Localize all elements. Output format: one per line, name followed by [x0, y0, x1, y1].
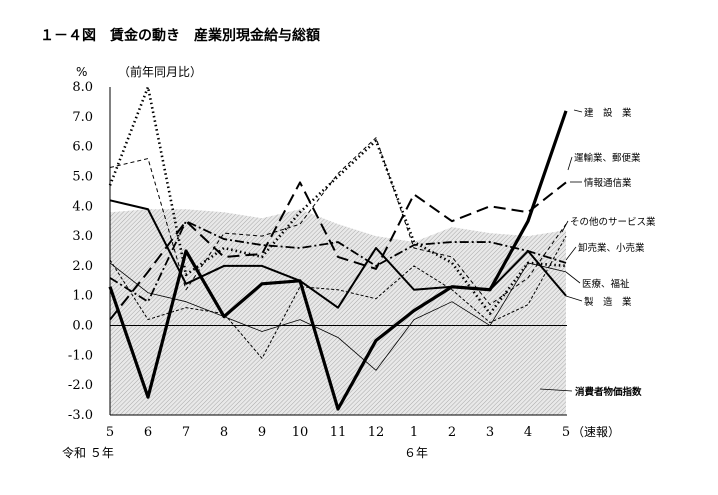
- series-line-4: [109, 220, 567, 303]
- series-labels: 建 設 業運輸業、郵便業情報通信業その他のサービス業卸売業、小売業医療、福祉製 …: [539, 107, 656, 398]
- cpi-band: [110, 209, 566, 415]
- x-tick-label: 11: [330, 425, 347, 440]
- x-tick-label: 8: [220, 425, 228, 440]
- axes: [109, 87, 567, 416]
- y-tick-label: 2.0: [72, 259, 93, 274]
- y-tick-label: -2.0: [68, 378, 93, 393]
- series-label: 建 設 業: [584, 107, 632, 119]
- series-lines: [108, 85, 568, 411]
- y-tick-label: 1.0: [72, 289, 93, 304]
- era-label-r5: 令和 ５年: [62, 445, 114, 460]
- series-leader-line: [565, 271, 581, 284]
- y-axis-label: （前年同月比）: [118, 64, 202, 79]
- cpi-leader-line: [539, 388, 573, 392]
- y-tick-label: 4.0: [72, 199, 93, 214]
- y-tick-label: 6.0: [72, 140, 93, 155]
- series-line-7: [109, 262, 567, 371]
- era-label-r6: ６年: [404, 446, 428, 460]
- y-tick-label: 3.0: [72, 229, 93, 244]
- series-label: その他のサービス業: [570, 216, 656, 228]
- x-tick-label: 10: [292, 425, 309, 440]
- y-tick-label: 0.0: [72, 319, 93, 334]
- series-line-5: [109, 235, 567, 359]
- series-label: 卸売業、小売業: [578, 242, 645, 254]
- series-leader-line: [565, 295, 583, 302]
- series-line-6: [109, 199, 567, 309]
- series-label: 運輸業、郵便業: [574, 152, 641, 164]
- x-tick-label: 2: [448, 425, 456, 440]
- x-tick-label: 3: [486, 425, 494, 440]
- series-leader-line: [573, 109, 583, 113]
- y-tick-label: -3.0: [68, 408, 93, 423]
- x-suffix: （速報）: [572, 425, 620, 439]
- x-tick-label: 9: [258, 425, 266, 440]
- x-tick-label: 5: [106, 425, 114, 440]
- series-line-2: [109, 181, 567, 321]
- series-label: 医療、福祉: [582, 278, 630, 290]
- x-tick-label: 6: [144, 425, 152, 440]
- chart-title: １－４図 賃金の動き 産業別現金給与総額: [40, 27, 320, 44]
- tick-labels: 8.0 7.0 6.0 5.0 4.0 3.0 2.0 1.0 0.0 -1.0 -2.0 -3.0 5…: [68, 80, 570, 440]
- x-tick-label: 5: [562, 425, 570, 440]
- cpi-label: 消費者物価指数: [575, 386, 642, 398]
- series-label: 製 造 業: [584, 296, 632, 308]
- series-leader-line: [565, 246, 577, 261]
- series-leader-line: [567, 156, 573, 171]
- x-tick-label: 1: [410, 425, 418, 440]
- y-tick-label: 5.0: [72, 169, 93, 184]
- series-line-3: [109, 137, 567, 306]
- x-tick-label: 7: [182, 425, 190, 440]
- x-tick-label: 4: [524, 425, 532, 440]
- series-label: 情報通信業: [584, 177, 632, 189]
- series-leader-line: [561, 220, 569, 233]
- y-tick-label: 8.0: [72, 80, 93, 95]
- y-unit: %: [76, 65, 87, 79]
- series-line-1: [108, 85, 567, 315]
- x-tick-label: 12: [368, 425, 385, 440]
- cpi-band-area: [110, 209, 566, 415]
- y-tick-label: -1.0: [68, 348, 93, 363]
- y-tick-label: 7.0: [72, 110, 93, 125]
